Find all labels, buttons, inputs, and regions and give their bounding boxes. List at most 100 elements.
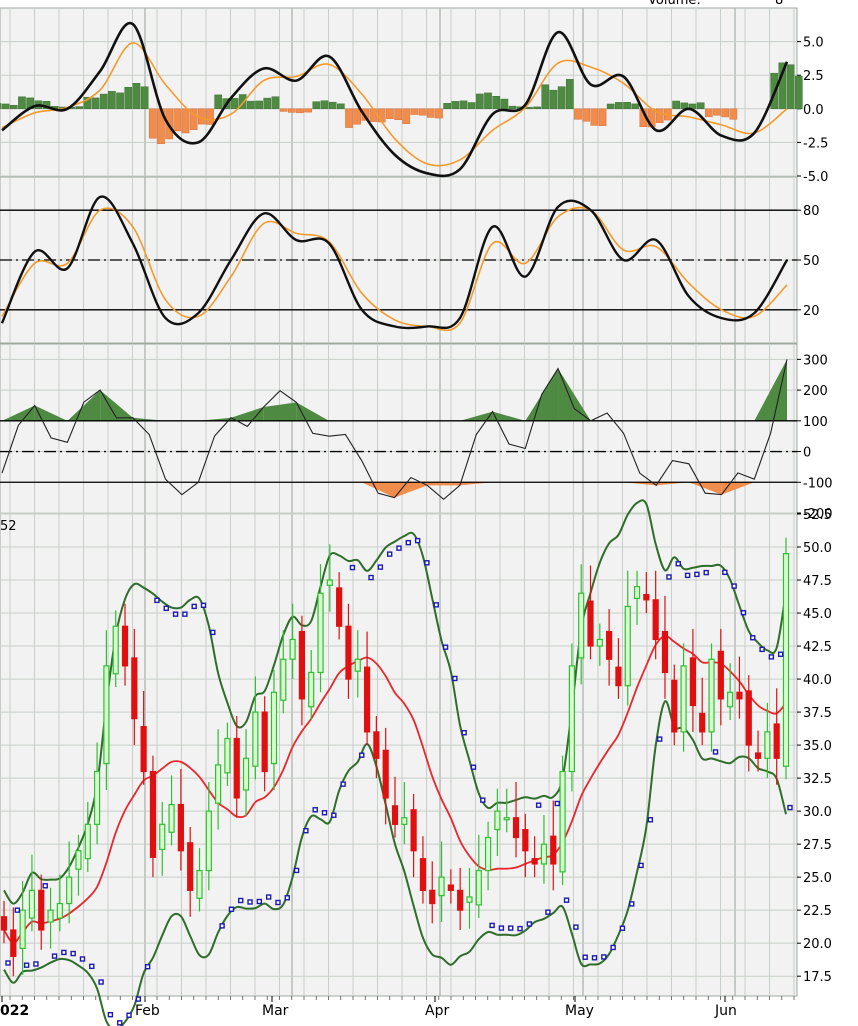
candle-body [494, 810, 501, 831]
macd-histogram-bar [721, 108, 730, 118]
xtick-label: May [565, 1003, 594, 1019]
macd-histogram-bar [238, 94, 247, 110]
candle-body [559, 770, 566, 873]
sar-dot [265, 894, 272, 900]
candle-body [66, 876, 73, 905]
candle-body [438, 876, 445, 897]
candle-body [727, 691, 734, 708]
macd-histogram-bar [91, 97, 100, 110]
candle-body [317, 592, 324, 674]
ytick-label: 200 [803, 384, 828, 399]
ytick-label: -100 [803, 476, 833, 491]
candle-body [606, 630, 613, 660]
bollinger-upper-band [3, 499, 787, 905]
cci-overbought-fill [67, 390, 101, 421]
candle-body [661, 630, 669, 674]
sar-dot [461, 730, 467, 736]
candle-body [484, 836, 492, 872]
macd-histogram-bar [533, 106, 541, 110]
ytick-label: 42.5 [803, 640, 832, 655]
macd-histogram-bar [173, 108, 182, 132]
candle-body [578, 592, 585, 659]
candle-body [345, 625, 352, 680]
sar-dot [638, 862, 644, 869]
candle-body [782, 553, 790, 767]
macd-histogram-bar [541, 84, 550, 110]
ytick-label: 5.0 [803, 36, 824, 51]
ytick-label: -5.0 [803, 170, 828, 185]
candle-body [708, 658, 715, 733]
macd-histogram-bar [386, 108, 394, 119]
ytick-label: 50 [803, 254, 820, 269]
candle-body [103, 665, 110, 765]
candle-body [363, 666, 371, 733]
sar-dot [182, 611, 188, 617]
macd-histogram-bar [426, 108, 435, 118]
sar-dot [117, 1020, 123, 1026]
candle-body [689, 657, 697, 707]
sar-dot [405, 539, 412, 546]
sar-dot [359, 752, 365, 758]
sar-dot [442, 644, 449, 650]
candle-body [149, 770, 157, 858]
xtick-label: Feb [135, 1003, 160, 1019]
sar-dot [517, 925, 523, 932]
macd-histogram-bar [320, 100, 329, 110]
candle-body [93, 770, 101, 825]
sar-dot [563, 897, 570, 903]
candle-body [326, 579, 333, 586]
macd-histogram-bar [377, 108, 386, 123]
ytick-label: 20 [803, 304, 820, 319]
macd-histogram-bar [214, 94, 223, 110]
macd-histogram-bar [271, 96, 280, 110]
cci-oversold-fill [427, 482, 460, 486]
candle-body [224, 737, 231, 774]
sar-dot [656, 736, 663, 742]
sar-dot [601, 954, 607, 960]
sar-dot [275, 899, 281, 906]
macd-histogram-bar [729, 108, 738, 120]
candle-body [84, 823, 91, 860]
macd-histogram-bar [0, 103, 2, 110]
sar-dot [554, 800, 560, 807]
xtick-label: Apr [425, 1003, 449, 1019]
macd-histogram-bar [418, 108, 427, 116]
sar-dot [750, 635, 756, 641]
macd-histogram-bar [631, 103, 640, 110]
ytick-label: 32.5 [803, 772, 832, 787]
candle-body [475, 869, 482, 906]
macd-histogram-bar [1, 103, 10, 110]
macd-histogram-bar [83, 96, 92, 110]
macd-histogram-bar [132, 83, 141, 110]
macd-histogram-bar [557, 86, 566, 110]
macd-histogram-bar [345, 108, 353, 128]
cci-oversold-fill [361, 482, 395, 498]
candle-body [233, 737, 240, 799]
sar-dot [89, 963, 95, 970]
xtick-label: Jun [714, 1003, 737, 1019]
sar-dot [126, 1012, 132, 1018]
candle-body [568, 665, 575, 773]
cci-overbought-fill [132, 417, 166, 421]
macd-histogram-bar [189, 108, 198, 130]
candle-body [633, 586, 641, 600]
sar-dot [722, 569, 728, 576]
cci-overbought-fill [198, 417, 231, 421]
candle-body [522, 829, 529, 852]
sar-dot [629, 901, 635, 907]
cci-line [1, 359, 788, 501]
macd-histogram-bar [108, 91, 116, 110]
stoch-k-line [0, 195, 789, 330]
candle-body [28, 889, 36, 919]
macd-histogram-bar [18, 96, 26, 110]
ytick-label: 35.0 [803, 739, 832, 754]
macd-histogram-bar [794, 75, 803, 110]
macd-histogram-bar [459, 100, 468, 110]
candle-body [382, 749, 389, 799]
cci-oversold-fill [394, 482, 428, 498]
candle-body [512, 817, 520, 839]
label-layer: 5.0 2.5 0.0 -2.5 -5.0 80 50 20 300 200 100 0 -100 -20… [0, 36, 833, 1019]
ytick-label: 52.5 [803, 508, 832, 523]
cci-overbought-fill [263, 402, 297, 421]
macd-histogram-bar [574, 108, 582, 120]
